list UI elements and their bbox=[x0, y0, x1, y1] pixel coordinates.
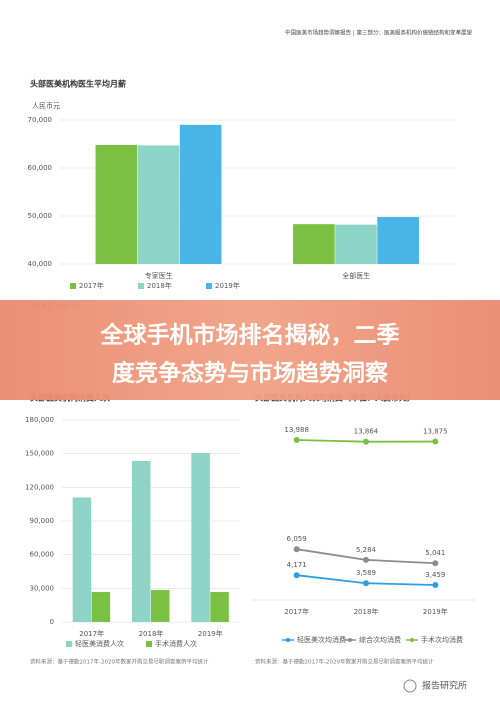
legend-dot bbox=[286, 638, 290, 642]
x-tick-label: 2018年 bbox=[139, 629, 164, 638]
legend-swatch bbox=[146, 641, 152, 647]
y-tick-label: 40,000 bbox=[28, 260, 53, 268]
data-label: 5,284 bbox=[356, 546, 377, 554]
y-tick-label: 120,000 bbox=[25, 483, 54, 491]
bar bbox=[377, 216, 419, 264]
watermark: 报告研究所 bbox=[422, 680, 467, 692]
bar bbox=[210, 592, 229, 622]
legend-swatch bbox=[138, 283, 144, 289]
source: 资料来源：基于德勤2017年-2020年数家并购交易尽职调查案例平均统计 bbox=[255, 658, 434, 666]
x-tick-label: 2017年 bbox=[284, 607, 309, 616]
bar bbox=[151, 590, 170, 622]
legend-label: 手术次均消费 bbox=[421, 635, 463, 644]
y-tick-label: 60,000 bbox=[30, 551, 55, 559]
legend-label: 轻医美消费人次 bbox=[75, 639, 124, 648]
legend-label: 2019年 bbox=[215, 281, 240, 290]
point bbox=[432, 582, 439, 588]
data-label: 6,059 bbox=[287, 535, 307, 543]
bar bbox=[179, 124, 222, 264]
charts: 头部医美机构医生平均月薪人民币元资料来源：德勤分析40,00050,00060,… bbox=[25, 79, 475, 666]
y-tick-label: 30,000 bbox=[30, 584, 55, 592]
legend-swatch bbox=[206, 283, 212, 289]
bar bbox=[132, 460, 151, 622]
x-tick-label: 全部医生 bbox=[342, 271, 370, 280]
x-tick-label: 2018年 bbox=[354, 607, 379, 616]
banner-line: 全球手机市场排名揭秘，二季 bbox=[100, 322, 400, 349]
x-tick-label: 2017年 bbox=[79, 629, 104, 638]
source: 资料来源：基于德勤2017年-2020年数家并购交易尽职调查案例平均统计 bbox=[30, 658, 209, 666]
bar bbox=[137, 145, 180, 264]
bar bbox=[335, 224, 377, 264]
point bbox=[293, 572, 300, 579]
page-header: 中国医美市场趋势洞察报告 | 第三部分：医美服务机构价值链结构和变革展望 bbox=[285, 29, 472, 37]
data-label: 4,171 bbox=[287, 561, 307, 569]
legend-label: 2017年 bbox=[79, 281, 104, 290]
point bbox=[363, 580, 369, 587]
data-label: 5,041 bbox=[425, 549, 445, 557]
legend-swatch bbox=[70, 283, 76, 289]
banner-bg bbox=[0, 300, 500, 400]
legend-label: 2018年 bbox=[147, 281, 172, 290]
point bbox=[293, 437, 300, 443]
x-tick-label: 专家医生 bbox=[145, 271, 173, 280]
y-tick-label: 0 bbox=[50, 618, 54, 626]
point bbox=[293, 546, 300, 553]
data-label: 13,875 bbox=[423, 428, 448, 436]
legend-dot bbox=[410, 638, 414, 642]
point bbox=[432, 438, 439, 445]
y-tick-label: 180,000 bbox=[25, 416, 54, 424]
banner-line: 度竞争态势与市场趋势洞察 bbox=[112, 360, 389, 387]
legend-label: 手术消费人次 bbox=[155, 639, 197, 648]
legend-label: 综合次均消费 bbox=[359, 635, 401, 644]
y-tick-label: 150,000 bbox=[25, 450, 54, 458]
legend-label: 轻医美次均消费 bbox=[297, 635, 346, 644]
data-label: 13,864 bbox=[354, 428, 379, 436]
watermark-icon bbox=[403, 679, 417, 693]
legend-dot bbox=[348, 638, 352, 642]
bar bbox=[95, 144, 138, 264]
bar bbox=[72, 497, 92, 622]
y-tick-label: 90,000 bbox=[30, 517, 55, 525]
data-label: 13,988 bbox=[284, 426, 309, 434]
bar bbox=[91, 592, 111, 622]
y-axis-label: 人民币元 bbox=[32, 102, 60, 110]
point bbox=[363, 438, 369, 445]
x-tick-label: 2019年 bbox=[198, 629, 223, 638]
y-tick-label: 60,000 bbox=[28, 164, 53, 172]
y-tick-label: 70,000 bbox=[28, 116, 53, 124]
chart-title: 头部医美机构医生平均月薪 bbox=[30, 79, 126, 89]
bar bbox=[293, 224, 335, 264]
point bbox=[363, 556, 369, 563]
data-label: 3,589 bbox=[356, 569, 376, 577]
y-tick-label: 50,000 bbox=[28, 212, 53, 220]
point bbox=[432, 560, 439, 567]
data-label: 3,459 bbox=[425, 571, 445, 579]
legend-swatch bbox=[66, 641, 72, 647]
x-tick-label: 2019年 bbox=[423, 607, 448, 616]
bar bbox=[191, 452, 210, 622]
